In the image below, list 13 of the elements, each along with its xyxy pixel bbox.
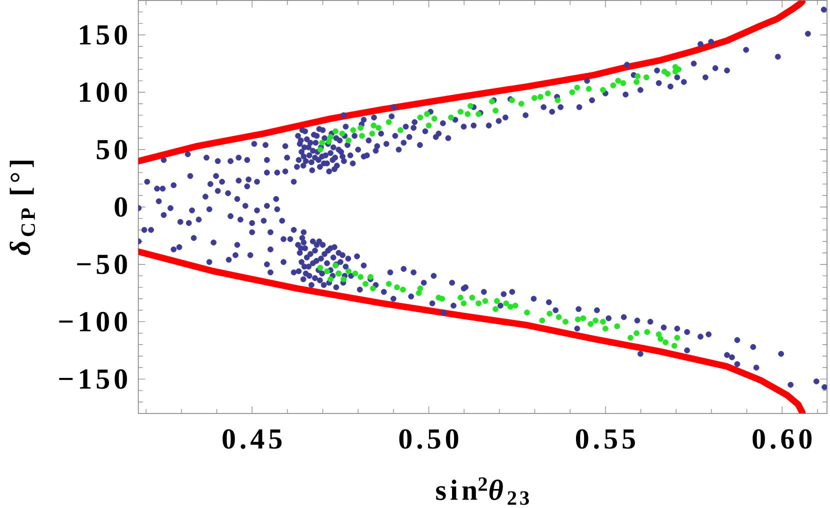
y-tick-label: −100	[59, 312, 127, 332]
y-tick-label: −150	[59, 369, 127, 389]
x-tick-label: 0.45	[222, 429, 282, 449]
y-tick-label: 0	[114, 197, 127, 217]
x-tick-label: 0.50	[399, 429, 458, 449]
x-axis-title: sin$^{2}$θ$_{23}$	[436, 477, 529, 505]
x-tick-label: 0.60	[752, 429, 812, 449]
y-tick-label: −50	[77, 254, 127, 274]
y-tick-label: 50	[96, 140, 127, 160]
y-tick-label: 100	[80, 82, 127, 102]
y-axis-title: δ$_{CP}$ [°]	[10, 160, 36, 255]
x-tick-label: 0.55	[576, 429, 635, 449]
y-tick-label: 150	[80, 25, 127, 45]
